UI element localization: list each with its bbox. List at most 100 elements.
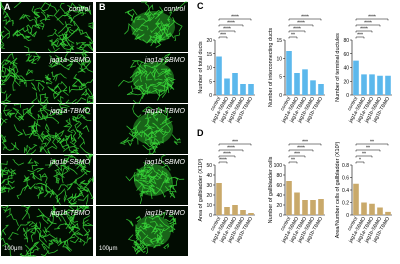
vessel — [163, 53, 171, 64]
vessel — [142, 234, 152, 247]
vessel — [57, 107, 68, 115]
significance-label: *** — [302, 140, 308, 146]
significance-label: *** — [220, 33, 226, 39]
vessel — [153, 244, 161, 249]
vessel — [140, 181, 155, 195]
vessel — [75, 97, 87, 104]
significance-bracket — [288, 155, 306, 158]
significance-bracket — [218, 36, 228, 39]
significance-bracket — [355, 30, 373, 33]
significance-label: ** — [370, 140, 374, 146]
bar — [318, 84, 324, 95]
vessel — [80, 31, 91, 40]
texture — [118, 53, 176, 104]
bar — [369, 203, 375, 215]
vessel — [60, 209, 70, 216]
vessel — [36, 192, 44, 199]
significance-bracket — [218, 149, 244, 152]
vessel — [21, 205, 29, 220]
vessel — [54, 32, 68, 39]
vessel — [78, 237, 86, 246]
y-tick-label: 10 — [206, 203, 212, 209]
bar — [240, 210, 246, 215]
vessel — [64, 34, 75, 44]
vessel — [136, 168, 146, 173]
vessel — [153, 137, 161, 146]
y-axis-title: Area/Number cells of gallbladder (X10³) — [335, 142, 341, 239]
vessel — [140, 24, 149, 31]
bar — [318, 199, 324, 215]
vessel — [52, 173, 61, 184]
vessel — [0, 168, 9, 176]
vessel — [51, 208, 57, 213]
significance-label: **** — [231, 15, 239, 21]
vessel — [131, 16, 141, 24]
bar — [294, 192, 300, 215]
vessel — [140, 190, 144, 197]
y-tick-label: 20 — [206, 38, 212, 44]
significance-bracket — [218, 30, 236, 33]
vessel — [56, 57, 70, 71]
vessel — [6, 109, 12, 118]
vessel — [132, 92, 149, 96]
vessel — [26, 26, 37, 38]
y-tick-label: 0 — [209, 213, 212, 219]
vessel — [74, 163, 91, 173]
vessel — [64, 133, 72, 140]
vessel — [142, 222, 149, 229]
vessel — [72, 113, 83, 121]
vessel — [154, 6, 164, 20]
vessel — [25, 248, 40, 255]
texture — [0, 1, 94, 53]
vessel — [172, 19, 183, 32]
vessel — [133, 92, 145, 104]
vessel — [12, 74, 16, 91]
vessel — [129, 60, 144, 68]
vessel — [74, 20, 82, 35]
vessel — [139, 190, 146, 205]
vessel — [84, 59, 92, 66]
vessel — [164, 69, 172, 75]
vessel — [141, 106, 153, 119]
vessel — [75, 129, 85, 145]
image-label: jag1b-TBMO — [144, 210, 185, 217]
vessel — [63, 190, 68, 203]
vessel — [152, 122, 161, 131]
vessel — [44, 226, 50, 233]
y-tick-label: 0.8 — [342, 163, 349, 169]
vessel — [71, 222, 79, 231]
vessel — [7, 180, 15, 190]
vessel — [61, 158, 70, 164]
vessel — [77, 4, 85, 14]
vessel — [135, 126, 143, 138]
vessel — [61, 165, 70, 176]
vessel — [160, 68, 171, 73]
vessel — [78, 179, 88, 186]
vessel — [157, 133, 168, 144]
vessel — [53, 9, 64, 26]
vessel — [65, 222, 79, 235]
vessel — [152, 9, 163, 15]
vessel — [45, 73, 53, 84]
image-label: control — [164, 6, 185, 13]
image-label: jag1a-SBMO — [49, 57, 91, 64]
vessel — [82, 222, 94, 227]
vessel — [80, 88, 88, 96]
vessel — [48, 37, 59, 46]
vessel — [83, 106, 91, 112]
vessel — [69, 178, 77, 185]
vessel — [161, 28, 170, 40]
vessel — [53, 73, 67, 81]
vessel — [46, 13, 54, 18]
significance-label: **** — [364, 21, 372, 27]
y-axis-title: Number of total ducts — [198, 41, 204, 94]
vessel — [144, 116, 152, 127]
vessel — [33, 226, 47, 239]
vessel — [164, 70, 171, 83]
vessel — [67, 2, 78, 10]
vessel — [124, 10, 134, 22]
vessel — [55, 177, 59, 184]
vessel — [137, 244, 149, 255]
vessel — [66, 193, 76, 201]
vessel — [141, 125, 153, 133]
